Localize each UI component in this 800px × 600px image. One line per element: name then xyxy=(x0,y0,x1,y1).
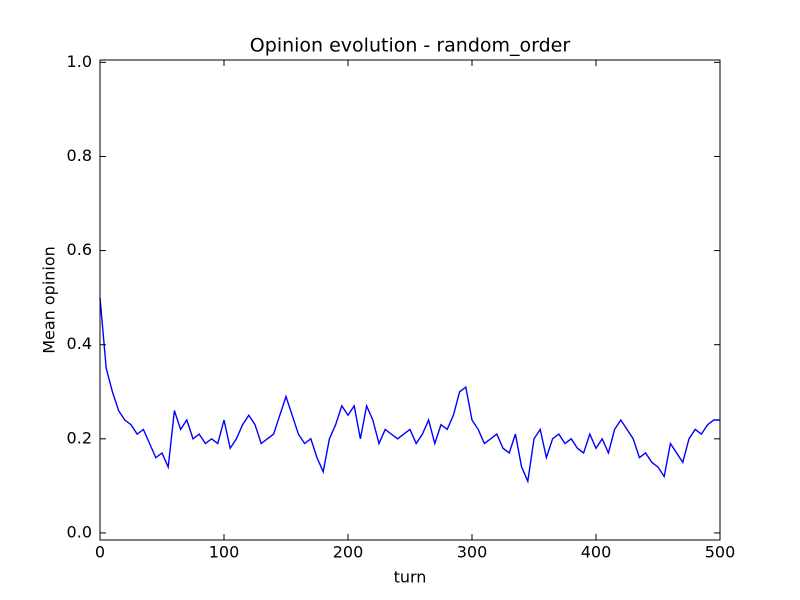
plot-frame xyxy=(99,59,721,541)
x-tick-label: 500 xyxy=(705,543,736,562)
x-tick-label: 400 xyxy=(581,543,612,562)
x-tick-label: 300 xyxy=(457,543,488,562)
chart-title: Opinion evolution - random_order xyxy=(250,35,571,57)
x-tick-label: 200 xyxy=(333,543,364,562)
y-tick-label: 0.2 xyxy=(67,428,92,447)
x-axis-label: turn xyxy=(394,568,427,587)
x-tick-label: 100 xyxy=(209,543,240,562)
y-tick-label: 0.6 xyxy=(67,240,92,259)
x-tick-label: 0 xyxy=(95,543,105,562)
data-line xyxy=(99,297,720,484)
y-axis-label: Mean opinion xyxy=(40,246,59,354)
y-tick-label: 1.0 xyxy=(67,52,92,71)
y-tick-label: 0.0 xyxy=(67,522,92,541)
y-tick-label: 0.4 xyxy=(67,334,92,353)
y-tick-label: 0.8 xyxy=(67,146,92,165)
